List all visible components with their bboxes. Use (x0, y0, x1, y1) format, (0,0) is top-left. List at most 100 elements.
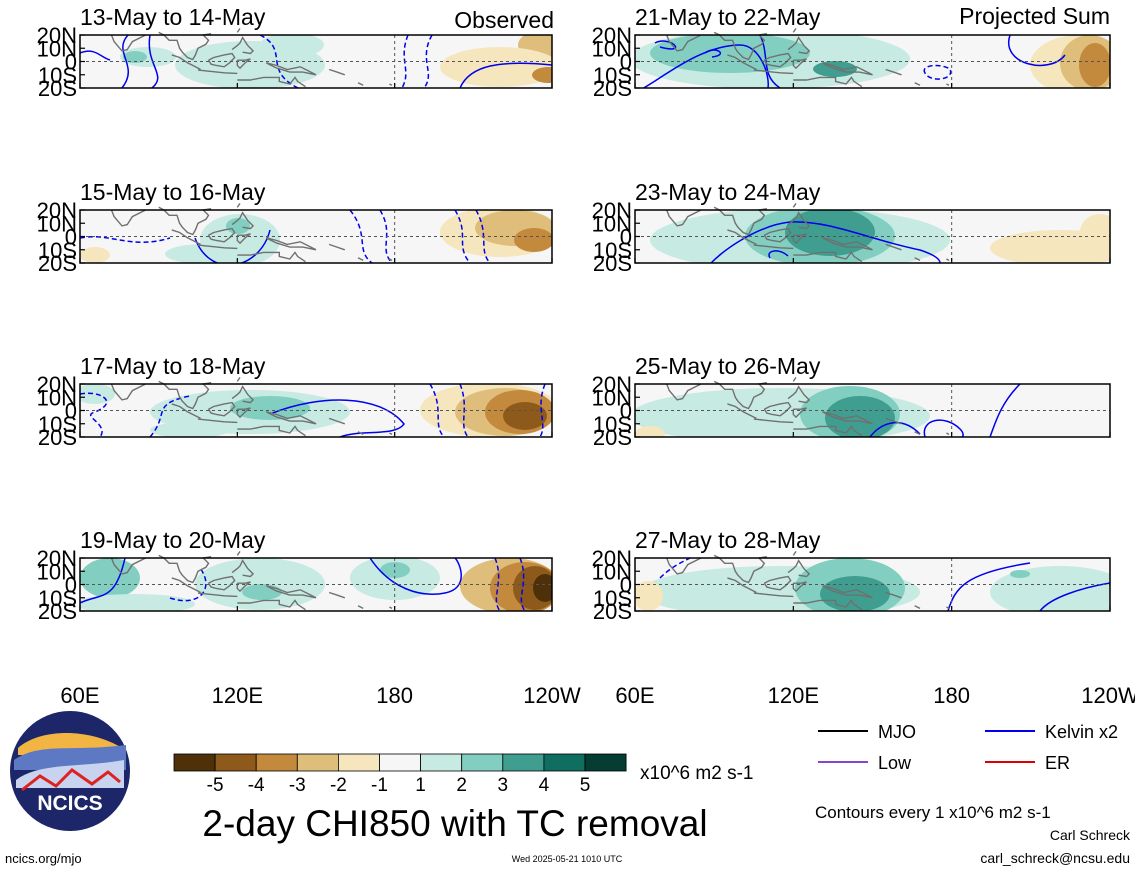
coastline (158, 380, 212, 410)
ncics-logo: NCICS (10, 711, 130, 831)
author-email: carl_schreck@ncsu.edu (980, 850, 1130, 866)
colorbar-label: 5 (580, 775, 591, 796)
panel-title: 19-May to 20-May (80, 527, 266, 553)
y-tick-label: 10N (592, 385, 632, 410)
coastline (666, 209, 702, 227)
coastline (171, 229, 201, 246)
coastline (792, 28, 797, 33)
column-header-observed: Observed (454, 7, 554, 33)
coastline (110, 34, 146, 52)
panel-title: 13-May to 14-May (80, 4, 266, 30)
x-tick-label: 60E (615, 683, 654, 708)
colorbar-label: -1 (371, 775, 388, 796)
coastline (236, 233, 251, 245)
y-tick-label: 10N (37, 385, 77, 410)
y-tick-label: 0 (65, 399, 77, 424)
coastline (231, 211, 255, 230)
coastline (389, 83, 393, 86)
coastline (666, 557, 702, 575)
y-tick-label: 10S (38, 412, 77, 437)
coastline (328, 243, 346, 251)
coastline (237, 425, 306, 437)
coastline (727, 54, 757, 71)
colorbar-swatch (543, 753, 586, 772)
coastline (171, 403, 201, 420)
coastline (885, 591, 902, 599)
coastline (236, 581, 251, 593)
panel-observed-4: 19-May to 20-May (80, 527, 552, 611)
coastline (727, 403, 757, 420)
y-tick-label: 20S (38, 599, 77, 624)
coastline (237, 251, 306, 263)
coastline (763, 52, 792, 68)
coastline (231, 36, 255, 55)
y-tick-label: 20N (592, 198, 632, 223)
coastline (236, 407, 251, 419)
coastline (197, 592, 238, 598)
coastline (237, 599, 306, 611)
y-tick-label: 10N (37, 36, 77, 61)
legend: MJO Kelvin x2 Low ER (818, 722, 1118, 773)
coastline (753, 418, 794, 424)
coastline (793, 425, 863, 437)
coastline (753, 244, 794, 250)
panel-title: 23-May to 24-May (635, 179, 821, 205)
colorbar-labels: -5 -4 -3 -2 -1 1 2 3 4 5 (207, 775, 591, 796)
website-link[interactable]: ncics.org/mjo (5, 851, 82, 866)
coastline (793, 76, 863, 88)
y-tick-label: 10S (38, 238, 77, 263)
coastline (914, 257, 921, 262)
coastline (793, 599, 863, 611)
y-tick-label: 20N (592, 372, 632, 397)
y-tick-label: 0 (65, 50, 77, 75)
coastline (822, 411, 873, 425)
colorbar-label: -3 (289, 775, 306, 796)
colorbar-swatch (337, 753, 380, 772)
coastline-layer (110, 28, 950, 611)
author-name: Carl Schreck (1050, 827, 1131, 843)
coastline (158, 554, 212, 584)
coastline (885, 68, 902, 76)
y-tick-label: 10S (38, 63, 77, 88)
coastline (207, 227, 236, 243)
coastline (763, 401, 792, 417)
colorbar-swatch (255, 753, 298, 772)
y-tick-label: 10S (593, 412, 632, 437)
coastline (727, 229, 757, 246)
panel-observed-2: 15-May to 16-May (80, 179, 552, 263)
y-tick-label: 20S (593, 425, 632, 450)
x-tick-label: 120E (212, 683, 263, 708)
y-tick-label: 10S (593, 586, 632, 611)
y-tick-label: 10N (592, 36, 632, 61)
panel-title: 15-May to 16-May (80, 179, 266, 205)
x-tick-label: 180 (933, 683, 970, 708)
logo-text: NCICS (37, 792, 102, 815)
coastline (197, 69, 238, 75)
coastline (236, 58, 251, 70)
panel-title: 21-May to 22-May (635, 4, 821, 30)
y-tick-label: 20S (38, 251, 77, 276)
coastline (713, 206, 768, 236)
panel-projected-2: 23-May to 24-May (635, 179, 1110, 263)
x-tick-label: 60E (60, 683, 99, 708)
colorbar (173, 753, 627, 772)
y-tick-label: 10S (38, 586, 77, 611)
y-tick-label: 20S (593, 599, 632, 624)
y-tick-label: 0 (620, 573, 632, 598)
y-tick-label: 10N (592, 559, 632, 584)
y-tick-label: 0 (65, 225, 77, 250)
coastline (236, 551, 241, 556)
coastline (158, 206, 212, 236)
coastline (713, 554, 768, 584)
coastline (946, 83, 950, 86)
y-tick-label: 20S (38, 425, 77, 450)
coastline (237, 76, 306, 88)
panel-title: 17-May to 18-May (80, 353, 266, 379)
y-tick-label: 20N (592, 23, 632, 48)
colorbar-label: 3 (498, 775, 509, 796)
coastline (357, 82, 364, 86)
coastline (207, 401, 236, 417)
coastline (753, 69, 794, 75)
coastline (357, 431, 364, 436)
colorbar-swatch (584, 753, 627, 772)
